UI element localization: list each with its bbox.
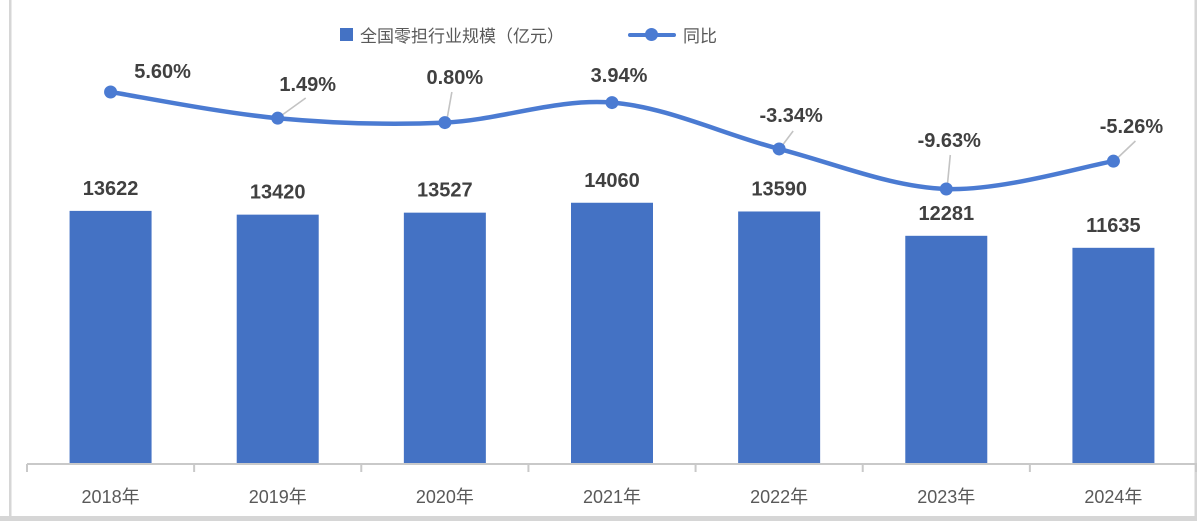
legend-line-label: 同比 [683,22,717,47]
leader-line-2024年 [1116,141,1135,159]
bar-value-label-2022年: 13590 [751,178,807,200]
yoy-label-2019年: 1.49% [279,74,336,96]
bar-2019年[interactable] [237,215,319,464]
yoy-point-2022年[interactable] [773,142,786,155]
x-axis-label-2022年: 2022年 [750,487,808,507]
yoy-point-2019年[interactable] [271,112,284,125]
bottom-edge-border [0,516,1197,521]
yoy-label-2018年: 5.60% [134,61,191,83]
x-axis-label-2019年: 2019年 [249,487,307,507]
yoy-label-2024年: -5.26% [1100,116,1164,138]
bar-value-label-2020年: 13527 [417,180,473,202]
yoy-label-2020年: 0.80% [426,67,483,89]
leader-line-2020年 [447,92,452,120]
yoy-label-2022年: -3.34% [759,105,823,127]
x-axis-label-2021年: 2021年 [583,487,641,507]
bar-series-swatch-icon [340,28,353,41]
leader-line-2019年 [281,98,306,116]
bar-value-label-2019年: 13420 [250,182,306,204]
leader-line-2023年 [947,155,950,186]
x-axis-label-2018年: 2018年 [82,487,140,507]
x-axis-label-2023年: 2023年 [917,487,975,507]
bar-value-label-2024年: 11635 [1086,215,1141,237]
yoy-point-2023年[interactable] [940,183,953,196]
yoy-point-2020年[interactable] [438,116,451,129]
bar-2023年[interactable] [905,236,987,464]
legend-bar-label: 全国零担行业规模（亿元） [360,22,564,47]
bar-2018年[interactable] [70,211,152,464]
x-axis-label-2024年: 2024年 [1084,487,1142,507]
bar-value-label-2023年: 12281 [918,203,974,225]
legend: 全国零担行业规模（亿元） 同比 [340,22,717,47]
x-axis-label-2020年: 2020年 [416,487,474,507]
yoy-label-2023年: -9.63% [918,130,982,152]
line-series-marker-icon [628,28,676,41]
legend-item-bar-series[interactable]: 全国零担行业规模（亿元） [340,22,564,47]
bar-2021年[interactable] [571,203,653,464]
yoy-point-2024年[interactable] [1107,155,1120,168]
bar-2022年[interactable] [738,211,820,464]
yoy-point-2021年[interactable] [606,96,619,109]
legend-item-line-series[interactable]: 同比 [628,22,717,47]
left-edge-border [9,0,12,521]
yoy-label-2021年: 3.94% [591,65,648,87]
bar-2024年[interactable] [1072,248,1154,464]
bar-value-label-2018年: 13622 [83,178,139,200]
yoy-point-2018年[interactable] [104,85,117,98]
bar-2020年[interactable] [404,213,486,464]
bar-value-label-2021年: 14060 [584,170,640,192]
